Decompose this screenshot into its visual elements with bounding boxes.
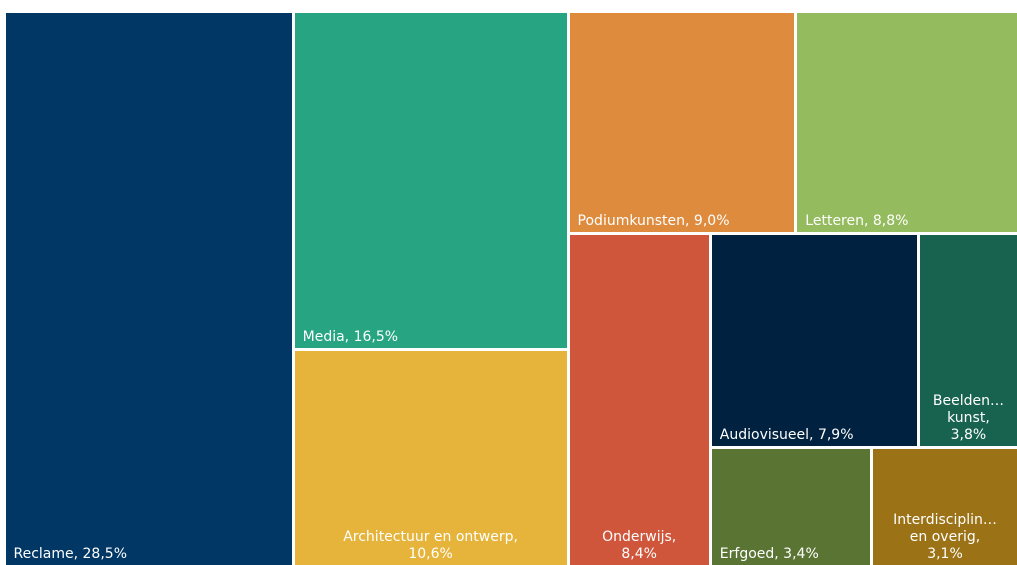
tile-label: Podiumkunsten, 9,0% — [577, 213, 730, 230]
tile: Podiumkunsten, 9,0% — [569, 12, 795, 233]
tile: Media, 16,5% — [294, 12, 567, 348]
tile: Onderwijs, 8,4% — [569, 235, 709, 565]
tile: Erfgoed, 3,4% — [711, 449, 870, 565]
tile: Beelden… kunst, 3,8% — [919, 235, 1017, 447]
tile-label: Erfgoed, 3,4% — [719, 545, 819, 562]
tile-label: Audiovisueel, 7,9% — [719, 427, 854, 444]
tile-label: Architectuur en ontwerp, 10,6% — [343, 528, 518, 562]
tile-label: Interdisciplin… en overig, 3,1% — [893, 511, 997, 562]
tile-label: Letteren, 8,8% — [805, 213, 909, 230]
tile: Architectuur en ontwerp, 10,6% — [294, 350, 567, 565]
tile-label: Media, 16,5% — [302, 328, 399, 345]
tile: Interdisciplin… en overig, 3,1% — [873, 449, 1017, 565]
tile-label: Beelden… kunst, 3,8% — [932, 393, 1004, 444]
tile-label: Onderwijs, 8,4% — [602, 528, 677, 562]
tile: Reclame, 28,5% — [5, 12, 292, 565]
tile-label: Reclame, 28,5% — [13, 546, 128, 562]
tile: Audiovisueel, 7,9% — [711, 235, 917, 447]
tile: Letteren, 8,8% — [797, 12, 1017, 233]
